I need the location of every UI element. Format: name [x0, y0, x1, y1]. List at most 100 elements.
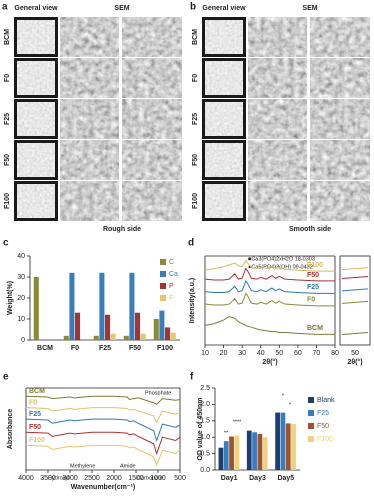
row-label: F0: [192, 74, 199, 82]
y-tick-label: 0.5: [200, 450, 210, 457]
bar: [285, 423, 291, 470]
row-label: BCM: [4, 29, 11, 45]
bar: [140, 333, 146, 340]
x-tick-label: F25: [99, 345, 111, 352]
line: [25, 418, 181, 443]
y-tick-label: 20: [17, 295, 25, 302]
bar: [246, 430, 252, 470]
row-label: F100: [192, 193, 199, 209]
x-tick-label: 20: [220, 350, 228, 357]
annotation: *: [282, 393, 285, 399]
y-tick-label: 1.5: [200, 418, 210, 425]
y-axis-label: OD value of 450nm: [197, 397, 204, 460]
x-tick-label: 4000: [18, 475, 34, 482]
x-tick-label: 500: [174, 475, 186, 482]
general-view-image: [17, 184, 55, 218]
general-view-image: [205, 20, 243, 54]
annotation: **: [224, 430, 229, 436]
annotation: ****: [233, 419, 242, 425]
bar: [129, 272, 135, 340]
x-tick-label: F100: [157, 345, 173, 352]
column-header: General view: [14, 5, 58, 12]
legend-swatch: [308, 436, 314, 442]
panel-label: a: [2, 2, 8, 13]
legend-label: F50: [317, 423, 329, 430]
series-label: F25: [307, 284, 319, 291]
x-tick-label: 30: [238, 350, 246, 357]
bar: [291, 424, 296, 470]
y-tick-label: 2.0: [200, 401, 210, 408]
series-label: BCM: [29, 388, 45, 395]
legend-label: C: [169, 259, 174, 266]
inset-line: [341, 300, 369, 304]
bar: [75, 312, 81, 340]
x-tick-label: 40: [257, 350, 265, 357]
x-tick-label: 60: [294, 350, 302, 357]
bar: [99, 272, 105, 340]
y-tick-label: 10: [17, 316, 25, 323]
x-tick-label: F50: [129, 345, 141, 352]
line: [204, 279, 335, 294]
annotation: Methylene: [70, 463, 95, 469]
general-view-image: [205, 102, 243, 136]
legend-swatch: [160, 283, 166, 289]
line: [25, 395, 181, 406]
legend-label: F100: [317, 436, 333, 443]
annotation: *: [289, 402, 292, 408]
series-label: F50: [307, 272, 319, 279]
general-view-image: [17, 143, 55, 177]
bar: [153, 319, 159, 340]
sem-image: [248, 181, 307, 221]
line: [204, 315, 335, 335]
series-label: F0: [29, 400, 37, 407]
legend-swatch: [160, 271, 166, 277]
y-axis-label: Intensity(a.u.): [189, 278, 196, 324]
y-axis-label: Absorbance: [7, 409, 14, 450]
inset-line: [341, 288, 369, 292]
sem-image: [60, 181, 119, 221]
row-label: F0: [4, 74, 11, 82]
inset-frame: [339, 255, 371, 346]
y-tick-label: 0.0: [200, 467, 210, 474]
column-header: General view: [202, 5, 246, 12]
inset-axis-label: 2θ(°): [347, 358, 362, 366]
legend-swatch: [160, 259, 166, 265]
sem-image: [122, 58, 182, 98]
sem-image: [248, 17, 307, 57]
sem-image: [122, 140, 182, 180]
sem-image: [122, 181, 182, 221]
legend-swatch: [308, 397, 314, 403]
y-tick-label: 2.5: [200, 385, 210, 392]
bar: [165, 327, 171, 340]
bar: [69, 272, 75, 340]
bar: [280, 412, 286, 470]
y-tick-label: 1.0: [200, 434, 210, 441]
sem-image: [60, 17, 119, 57]
x-tick-label: 3500: [40, 475, 56, 482]
sem-image: [122, 99, 182, 139]
x-tick-label: 2500: [84, 475, 100, 482]
x-tick-label: 1500: [128, 475, 144, 482]
sem-image: [310, 17, 370, 57]
caption: Smooth side: [289, 226, 331, 233]
general-view-image: [205, 143, 243, 177]
bar: [229, 436, 234, 470]
bar: [223, 441, 229, 470]
general-view-image: [17, 20, 55, 54]
general-view-image: [17, 61, 55, 95]
bar: [110, 333, 116, 340]
sem-image: [310, 99, 370, 139]
inset-line: [341, 275, 369, 279]
series-label: BCM: [307, 325, 323, 332]
y-tick-label: 40: [17, 253, 25, 260]
legend-label: F25: [317, 410, 329, 417]
bar: [93, 335, 99, 340]
sem-image: [60, 140, 119, 180]
row-label: F50: [192, 154, 199, 166]
sem-image: [248, 99, 307, 139]
x-tick-label: Day1: [221, 475, 238, 482]
legend-swatch: [308, 423, 314, 429]
legend-swatch: [160, 295, 166, 301]
series-label: F25: [29, 411, 41, 418]
y-tick-label: 30: [17, 274, 25, 281]
